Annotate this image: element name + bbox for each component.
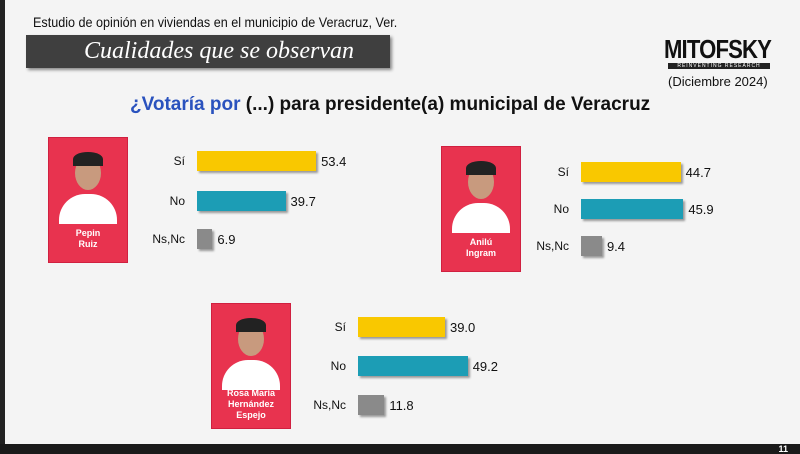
candidate-card: Anilú Ingram bbox=[441, 146, 521, 272]
value-label: 11.8 bbox=[389, 398, 414, 413]
photo-shirt bbox=[222, 360, 280, 390]
photo-hair bbox=[73, 152, 103, 166]
value-label: 49.2 bbox=[472, 359, 499, 374]
question-title: ¿Votaría por (...) para presidente(a) mu… bbox=[130, 94, 650, 116]
category-label: Ns,Nc bbox=[313, 398, 346, 412]
candidate-photo bbox=[446, 151, 516, 233]
mitofsky-logo: MITOFSKY bbox=[664, 34, 772, 64]
category-label: Ns,Nc bbox=[152, 232, 185, 246]
bar-nsnc bbox=[581, 236, 602, 256]
candidate-photo bbox=[53, 142, 123, 224]
section-banner: Cualidades que se observan bbox=[26, 35, 390, 68]
category-label: No bbox=[330, 359, 346, 373]
candidate-name-line: Ruiz bbox=[78, 239, 98, 249]
candidate-name-line: Hernández bbox=[227, 399, 274, 409]
candidate-name-line: Espejo bbox=[236, 410, 266, 420]
candidate-name: Rosa María Hernández Espejo bbox=[212, 388, 290, 421]
value-label: 39.7 bbox=[290, 194, 316, 209]
photo-hair bbox=[466, 161, 496, 175]
candidate-photo bbox=[216, 308, 286, 390]
study-subtitle: Estudio de opinión en viviendas en el mu… bbox=[33, 14, 398, 30]
footer-bar bbox=[0, 444, 800, 454]
question-highlight: ¿Votaría por bbox=[130, 94, 241, 115]
bar-si bbox=[581, 162, 681, 182]
value-label: 44.7 bbox=[685, 165, 711, 180]
bar-no bbox=[358, 356, 468, 376]
value-label: 39.0 bbox=[449, 320, 476, 335]
bar-si bbox=[358, 317, 445, 337]
value-label: 9.4 bbox=[606, 239, 626, 254]
category-label: No bbox=[553, 202, 569, 216]
page-number: 11 bbox=[778, 444, 788, 454]
photo-hair bbox=[236, 318, 266, 332]
candidate-name-line: Anilú bbox=[469, 237, 493, 247]
candidate-name: Pepin Ruiz bbox=[49, 228, 127, 250]
category-label: Sí bbox=[557, 165, 569, 179]
question-rest: (...) para presidente(a) municipal de Ve… bbox=[240, 94, 651, 115]
bar-no bbox=[197, 191, 286, 211]
value-label: 6.9 bbox=[217, 232, 236, 247]
photo-shirt bbox=[59, 194, 117, 224]
photo-shirt bbox=[452, 203, 510, 233]
value-label: 45.9 bbox=[688, 202, 714, 217]
survey-date: (Diciembre 2024) bbox=[668, 74, 768, 89]
candidate-name: Anilú Ingram bbox=[442, 237, 520, 259]
category-label: No bbox=[169, 194, 185, 208]
candidate-card: Pepin Ruiz bbox=[48, 137, 128, 263]
bar-si bbox=[197, 151, 317, 171]
candidate-name-line: Rosa María bbox=[226, 388, 276, 398]
bar-nsnc bbox=[358, 395, 385, 415]
logo-tagline: REINVENTING RESEARCH bbox=[668, 63, 770, 69]
bar-no bbox=[581, 199, 684, 219]
category-label: Sí bbox=[334, 320, 346, 334]
category-label: Ns,Nc bbox=[536, 239, 569, 253]
candidate-name-line: Pepin bbox=[75, 228, 101, 238]
value-label: 53.4 bbox=[321, 154, 347, 169]
category-label: Sí bbox=[173, 154, 185, 168]
bar-nsnc bbox=[197, 229, 213, 249]
frame-left bbox=[0, 0, 5, 454]
candidate-name-line: Ingram bbox=[465, 248, 496, 258]
candidate-card: Rosa María Hernández Espejo bbox=[211, 303, 291, 429]
